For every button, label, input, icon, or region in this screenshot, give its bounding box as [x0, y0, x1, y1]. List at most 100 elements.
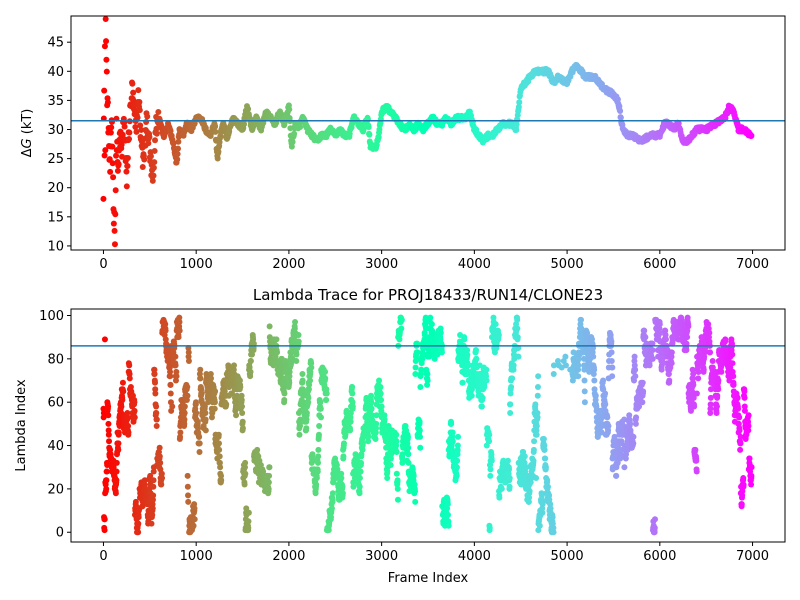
delta-g-point [123, 168, 130, 175]
lambda-point [175, 334, 182, 341]
lambda-point [358, 459, 365, 466]
lambda-point [483, 366, 490, 373]
lambda-point [149, 496, 156, 503]
lambda-point [293, 358, 300, 365]
delta-g-point [175, 138, 182, 145]
delta-g-point [101, 87, 108, 94]
lambda-point [115, 429, 122, 436]
lambda-point [208, 375, 215, 382]
delta-g-point [212, 128, 219, 135]
lambda-point [322, 375, 329, 382]
delta-g-point [617, 114, 624, 121]
delta-g-point [291, 130, 298, 137]
delta-g-point [150, 164, 157, 171]
delta-g-point [722, 115, 729, 122]
lambda-point [649, 355, 656, 362]
lambda-point [153, 403, 160, 410]
lambda-point [437, 329, 444, 336]
lambda-point [542, 464, 549, 471]
lambda-point [368, 405, 375, 412]
lambda-point [539, 509, 546, 516]
lambda-point [427, 314, 434, 321]
lambda-point [378, 403, 385, 410]
lambda-point [550, 529, 557, 536]
lambda-point [393, 470, 400, 477]
lambda-point [126, 375, 133, 382]
lambda-point [581, 388, 588, 395]
lambda-point [115, 440, 122, 447]
lambda-point [690, 371, 697, 378]
delta-g-point [121, 123, 128, 130]
lambda-point [685, 323, 692, 330]
lambda-point [313, 475, 320, 482]
lambda-point [245, 509, 252, 516]
lambda-point [453, 472, 460, 479]
lambda-point [632, 366, 639, 373]
delta-g-point [129, 80, 136, 87]
delta-g-point [135, 87, 142, 94]
lambda-point [506, 466, 513, 473]
lambda-point [510, 362, 517, 369]
delta-g-point [145, 140, 152, 147]
lambda-point [424, 377, 431, 384]
delta-g-point [109, 160, 116, 167]
lambda-point [233, 412, 240, 419]
lambda-point [101, 336, 108, 343]
lambda-point [562, 362, 569, 369]
lambda-point [666, 377, 673, 384]
lambda-point [514, 334, 521, 341]
lambda-point [153, 410, 160, 417]
delta-g-point [110, 220, 117, 227]
lambda-point [347, 427, 354, 434]
lambda-point [314, 468, 321, 475]
delta-g-point [174, 150, 181, 157]
lambda-point [464, 351, 471, 358]
lambda-point [700, 366, 707, 373]
lambda-point [113, 468, 120, 475]
lambda-point [662, 336, 669, 343]
y-tick-label: 10 [47, 239, 64, 254]
delta-g-point [146, 133, 153, 140]
lambda-point [340, 453, 347, 460]
lambda-point [245, 524, 252, 531]
delta-g-point [147, 153, 154, 160]
delta-g-point [151, 147, 158, 154]
lambda-point [184, 392, 191, 399]
lambda-point [684, 334, 691, 341]
delta-g-point [365, 124, 372, 131]
lambda-point [393, 431, 400, 438]
lambda-point [649, 347, 656, 354]
lambda-point [135, 520, 142, 527]
lambda-point [315, 453, 322, 460]
lambda-point [459, 379, 466, 386]
lambda-point [646, 362, 653, 369]
delta-g-point [104, 99, 111, 106]
y-tick-label: 20 [47, 181, 64, 196]
lambda-point [169, 403, 176, 410]
lambda-point [581, 377, 588, 384]
lambda-point [193, 410, 200, 417]
lambda-point [393, 449, 400, 456]
x-tick-label: 0 [99, 257, 107, 272]
lambda-point [530, 446, 537, 453]
delta-g-point [112, 187, 119, 194]
lambda-point [215, 431, 222, 438]
lambda-point [323, 397, 330, 404]
lambda-point [156, 453, 163, 460]
lambda-point [126, 371, 133, 378]
x-tick-label: 6000 [643, 257, 676, 272]
lambda-point [693, 468, 700, 475]
lambda-point [242, 459, 249, 466]
lambda-point [709, 358, 716, 365]
lambda-point [630, 433, 637, 440]
lambda-point [534, 414, 541, 421]
lambda-point [384, 475, 391, 482]
delta-g-point [133, 128, 140, 135]
lambda-point [125, 423, 132, 430]
lambda-point [159, 475, 166, 482]
lambda-point [412, 498, 419, 505]
lambda-point [639, 379, 646, 386]
lambda-point [292, 319, 299, 325]
lambda-point [239, 425, 246, 432]
lambda-point [265, 485, 272, 492]
